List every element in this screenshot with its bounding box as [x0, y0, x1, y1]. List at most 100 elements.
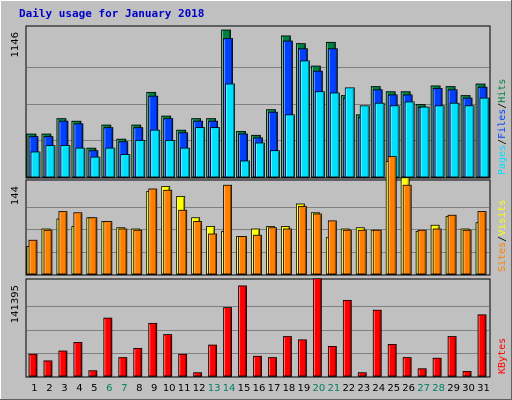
bar-pages-day-22 [344, 87, 355, 178]
bar-sites-day-4 [73, 212, 83, 275]
day-label-3: 3 [61, 383, 67, 394]
bar-kbytes-day-2 [43, 360, 53, 377]
bar-pages-day-8 [135, 140, 146, 178]
bar-kbytes-day-8 [133, 347, 143, 377]
bar-kbytes-day-18 [283, 336, 292, 377]
bar-sites-day-16 [253, 234, 262, 275]
side-legend-visits: Visits [497, 200, 508, 236]
bar-sites-day-7 [118, 228, 128, 275]
bar-sites-day-29 [447, 214, 457, 275]
bar-pages-day-19 [300, 60, 310, 178]
day-label-24: 24 [372, 383, 385, 394]
bar-kbytes-day-14 [223, 307, 232, 377]
day-label-13: 13 [208, 383, 221, 394]
day-label-11: 11 [178, 383, 191, 394]
panel-visits-sites: 144 Sites/Visits [10, 156, 508, 276]
bar-kbytes-day-27 [417, 368, 427, 377]
bar-kbytes-day-20 [312, 278, 322, 377]
panel-max-label: 141395 [10, 285, 21, 323]
bar-kbytes-day-23 [357, 372, 367, 377]
bar-sites-day-21 [327, 220, 337, 275]
bar-pages-day-26 [404, 101, 415, 178]
bar-pages-day-13 [210, 127, 221, 178]
bar-kbytes-day-29 [447, 336, 457, 377]
bar-kbytes-day-15 [238, 285, 247, 377]
bar-sites-day-31 [477, 211, 487, 275]
day-label-23: 23 [357, 383, 370, 394]
day-label-19: 19 [298, 383, 311, 394]
panel-side-legend: Sites/Visits [497, 200, 508, 272]
bar-kbytes-day-22 [342, 299, 352, 377]
bar-sites-day-28 [432, 228, 442, 275]
bar-sites-day-23 [357, 229, 367, 275]
bar-sites-day-1 [28, 239, 38, 275]
day-label-16: 16 [253, 383, 266, 394]
bar-pages-day-17 [270, 150, 280, 178]
chart-title: Daily usage for January 2018 [19, 7, 204, 20]
day-label-18: 18 [283, 383, 296, 394]
bar-sites-day-22 [342, 229, 352, 275]
bar-kbytes-day-19 [298, 339, 307, 377]
panel-side-legend: Pages/Files/Hits [497, 79, 508, 175]
bar-pages-day-7 [120, 154, 131, 178]
panel-max-label: 1146 [10, 32, 21, 57]
bar-sites-day-30 [462, 229, 472, 275]
day-label-28: 28 [432, 383, 445, 394]
day-label-7: 7 [121, 383, 127, 394]
bar-pages-day-15 [240, 160, 250, 178]
bar-kbytes-day-6 [103, 317, 113, 377]
day-label-21: 21 [327, 383, 340, 394]
bar-pages-day-6 [105, 147, 116, 178]
bar-pages-day-23 [359, 105, 370, 178]
bar-sites-day-8 [133, 229, 143, 275]
bar-pages-day-9 [150, 129, 161, 178]
bar-kbytes-day-28 [432, 357, 442, 377]
day-label-14: 14 [223, 383, 236, 394]
bar-kbytes-day-10 [163, 334, 173, 377]
series-kbytes [28, 278, 487, 377]
bar-sites-day-12 [193, 221, 203, 275]
bar-kbytes-day-30 [462, 370, 472, 377]
bar-pages-day-27 [419, 106, 430, 178]
panel-side-legend: KBytes [497, 338, 508, 374]
bar-sites-day-10 [163, 189, 173, 275]
bar-sites-day-17 [268, 227, 277, 275]
side-legend-kbytes: KBytes [497, 338, 508, 374]
bar-sites-day-11 [178, 209, 188, 275]
bar-kbytes-day-12 [193, 372, 203, 377]
day-label-8: 8 [136, 383, 142, 394]
bar-kbytes-day-4 [73, 342, 83, 377]
bar-pages-day-1 [30, 151, 41, 178]
side-legend-hits: Hits [497, 79, 508, 103]
bar-sites-day-15 [238, 236, 247, 275]
bar-pages-day-24 [374, 102, 385, 178]
day-label-10: 10 [163, 383, 176, 394]
day-label-4: 4 [76, 383, 82, 394]
side-legend-pages: Pages [497, 145, 508, 175]
bar-kbytes-day-25 [387, 344, 397, 377]
bar-kbytes-day-5 [88, 370, 98, 377]
bar-sites-day-20 [312, 213, 322, 275]
panel-max-label: 144 [10, 186, 21, 205]
bar-kbytes-day-13 [208, 344, 218, 377]
day-label-25: 25 [387, 383, 400, 394]
bar-pages-day-3 [60, 145, 71, 178]
bar-kbytes-day-21 [327, 346, 337, 377]
day-label-20: 20 [313, 383, 326, 394]
bar-sites-day-25 [387, 156, 397, 275]
day-label-6: 6 [106, 383, 112, 394]
bar-sites-day-13 [208, 233, 218, 275]
bar-pages-day-5 [90, 156, 101, 178]
day-label-17: 17 [268, 383, 281, 394]
bar-sites-day-24 [372, 229, 382, 275]
bar-sites-day-19 [298, 206, 307, 275]
day-label-27: 27 [417, 383, 430, 394]
day-label-1: 1 [31, 383, 37, 394]
bar-pages-day-20 [314, 91, 325, 178]
bar-sites-day-6 [103, 221, 113, 275]
bar-sites-day-3 [58, 211, 68, 275]
bar-pages-day-4 [75, 147, 86, 178]
bar-sites-day-5 [88, 217, 98, 275]
bar-kbytes-day-24 [372, 309, 382, 377]
